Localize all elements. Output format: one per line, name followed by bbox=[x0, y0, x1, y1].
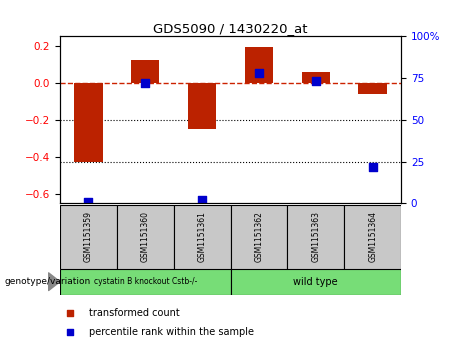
Text: cystatin B knockout Cstb-/-: cystatin B knockout Cstb-/- bbox=[94, 277, 197, 286]
Point bbox=[198, 197, 206, 203]
Bar bbox=[301, 72, 330, 83]
Text: GSM1151363: GSM1151363 bbox=[311, 211, 320, 262]
Bar bbox=[188, 83, 216, 129]
Point bbox=[312, 78, 319, 84]
Bar bbox=[245, 48, 273, 83]
Text: GSM1151362: GSM1151362 bbox=[254, 211, 263, 262]
Bar bbox=[174, 205, 230, 269]
Bar bbox=[60, 205, 117, 269]
Bar bbox=[230, 205, 287, 269]
Text: wild type: wild type bbox=[294, 277, 338, 287]
Point bbox=[255, 70, 263, 76]
Text: GSM1151361: GSM1151361 bbox=[198, 211, 207, 262]
Point bbox=[66, 310, 74, 316]
Point bbox=[85, 199, 92, 204]
Bar bbox=[287, 205, 344, 269]
Bar bbox=[117, 205, 174, 269]
Point bbox=[369, 164, 376, 170]
Text: transformed count: transformed count bbox=[89, 308, 179, 318]
Bar bbox=[74, 83, 102, 163]
Text: genotype/variation: genotype/variation bbox=[5, 277, 91, 286]
Text: GSM1151360: GSM1151360 bbox=[141, 211, 150, 262]
Text: GSM1151364: GSM1151364 bbox=[368, 211, 377, 262]
Bar bbox=[344, 205, 401, 269]
Bar bbox=[131, 60, 160, 83]
Point bbox=[142, 80, 149, 86]
Point bbox=[66, 329, 74, 335]
Polygon shape bbox=[48, 273, 60, 291]
Title: GDS5090 / 1430220_at: GDS5090 / 1430220_at bbox=[153, 22, 308, 35]
Bar bbox=[60, 269, 230, 295]
Text: percentile rank within the sample: percentile rank within the sample bbox=[89, 327, 254, 337]
Text: GSM1151359: GSM1151359 bbox=[84, 211, 93, 262]
Bar bbox=[230, 269, 401, 295]
Bar bbox=[358, 83, 387, 94]
